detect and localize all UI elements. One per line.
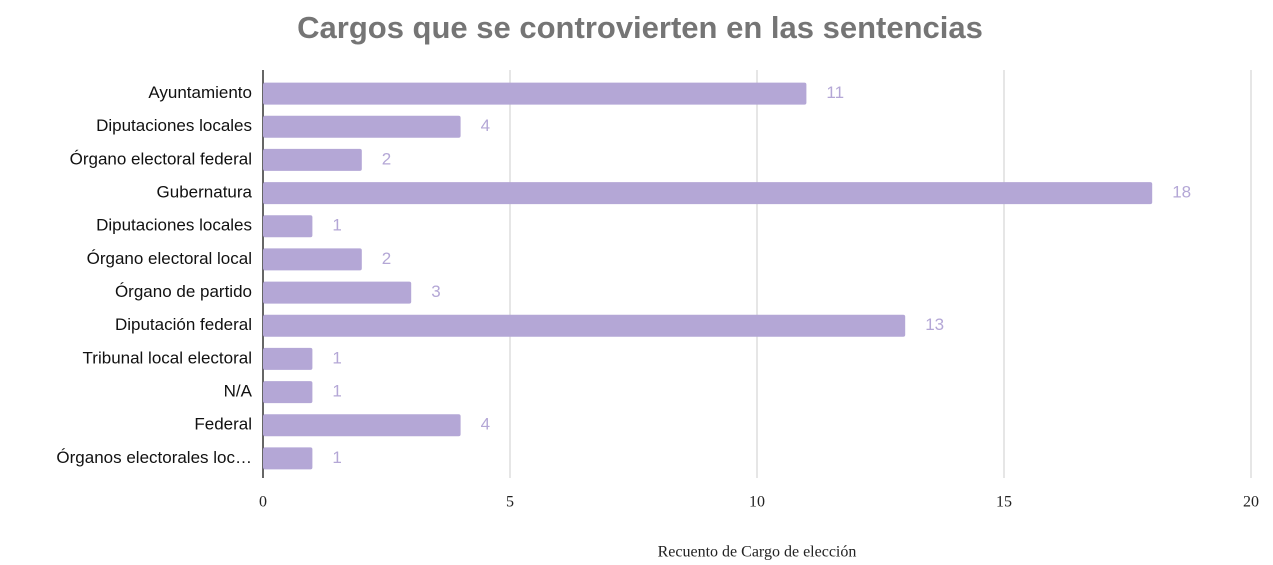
y-tick-label: Órganos electorales loc… (56, 448, 252, 467)
bar (263, 447, 313, 470)
x-tick-label: 20 (1243, 494, 1259, 511)
chart-title: Cargos que se controvierten en las sente… (297, 10, 983, 45)
y-tick-label: Órgano electoral local (87, 249, 252, 268)
bar (263, 182, 1153, 205)
y-tick-label: Diputaciones locales (96, 216, 252, 235)
x-tick-label: 0 (259, 494, 267, 511)
value-label: 1 (332, 216, 341, 235)
x-tick-label: 10 (749, 494, 765, 511)
y-tick-label: Tribunal local electoral (83, 348, 252, 367)
bar (263, 414, 461, 437)
x-tick-label: 15 (996, 494, 1012, 511)
y-tick-label: Federal (194, 415, 252, 434)
bar (263, 148, 362, 171)
bar (263, 281, 412, 304)
value-label: 1 (332, 382, 341, 401)
x-tick-label: 5 (506, 494, 514, 511)
x-axis-title: Recuento de Cargo de elección (658, 544, 857, 561)
y-tick-label: Diputación federal (115, 315, 252, 334)
y-tick-label: Diputaciones locales (96, 116, 252, 135)
bar (263, 248, 362, 271)
value-label: 13 (925, 315, 944, 334)
bar (263, 82, 807, 105)
bar (263, 215, 313, 238)
y-tick-label: Órgano de partido (115, 282, 252, 301)
value-label: 11 (826, 83, 844, 102)
bar (263, 314, 906, 337)
value-label: 4 (481, 116, 490, 135)
value-label: 2 (382, 249, 391, 268)
value-label: 3 (431, 282, 440, 301)
y-tick-label: Gubernatura (157, 183, 253, 202)
y-tick-label: N/A (224, 382, 253, 401)
value-label: 1 (332, 448, 341, 467)
bar (263, 347, 313, 370)
value-label: 4 (481, 415, 490, 434)
value-label: 2 (382, 149, 391, 168)
bar (263, 115, 461, 138)
value-label: 1 (332, 348, 341, 367)
bar (263, 381, 313, 404)
y-tick-label: Ayuntamiento (148, 83, 252, 102)
value-label: 18 (1172, 183, 1191, 202)
y-tick-label: Órgano electoral federal (70, 149, 252, 168)
